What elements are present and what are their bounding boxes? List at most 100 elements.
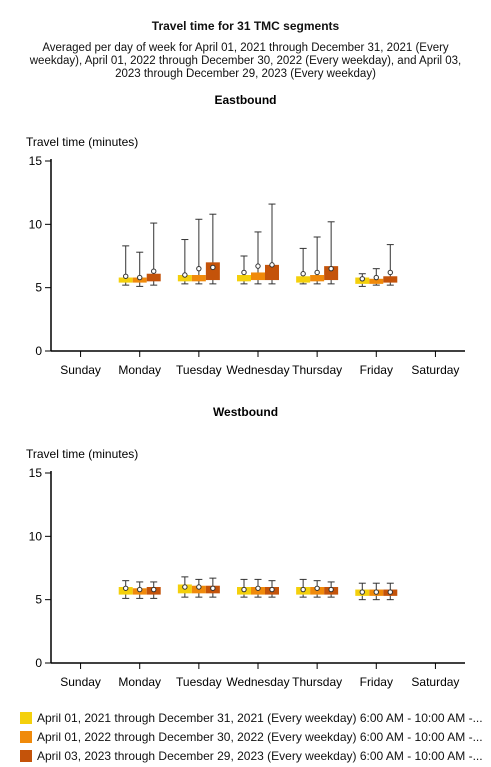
x-tick-label: Wednesday	[226, 363, 289, 377]
box-tuesday	[191, 218, 206, 285]
box-iqr	[296, 276, 311, 283]
x-tick-label: Tuesday	[176, 363, 222, 377]
legend-item[interactable]: April 03, 2023 through December 29, 2023…	[20, 748, 490, 764]
legend-item[interactable]: April 01, 2022 through December 30, 2022…	[20, 729, 490, 745]
x-tick-label: Saturday	[411, 675, 459, 689]
box-iqr	[118, 277, 133, 283]
mean-marker	[300, 271, 306, 277]
box-iqr	[251, 272, 265, 281]
mean-marker	[387, 589, 393, 595]
x-tick-label: Thursday	[292, 363, 342, 377]
y-axis-label: Travel time (minutes)	[26, 447, 138, 461]
panel-title: Eastbound	[215, 93, 277, 107]
legend-swatch	[20, 712, 32, 724]
box-tuesday	[177, 576, 192, 598]
chart-title: Travel time for 31 TMC segments	[151, 19, 340, 33]
box-iqr	[265, 264, 279, 281]
box-iqr	[369, 278, 384, 284]
mean-marker	[151, 268, 157, 274]
mean-marker	[269, 586, 275, 593]
box-iqr	[237, 275, 251, 282]
mean-marker	[255, 263, 261, 269]
mean-marker	[373, 589, 379, 595]
mean-marker	[123, 585, 129, 591]
mean-marker	[210, 264, 216, 271]
mean-marker	[151, 586, 157, 593]
mean-marker	[359, 276, 365, 282]
box-friday	[383, 244, 398, 286]
mean-marker	[328, 265, 334, 272]
box-wednesday	[265, 580, 279, 598]
box-tuesday	[205, 577, 220, 598]
mean-marker	[314, 585, 320, 591]
box-wednesday	[237, 578, 251, 598]
legend: April 01, 2021 through December 31, 2021…	[20, 710, 490, 767]
box-iqr	[191, 275, 206, 282]
mean-marker	[196, 265, 202, 272]
box-iqr	[177, 275, 192, 282]
legend-label: April 01, 2021 through December 31, 2021…	[37, 711, 483, 725]
y-axis-label: Travel time (minutes)	[26, 135, 138, 149]
box-tuesday	[191, 578, 206, 598]
y-tick-label: 5	[35, 593, 42, 607]
box-iqr	[205, 262, 220, 281]
box-monday	[132, 251, 147, 287]
mean-marker	[269, 262, 275, 268]
box-thursday	[310, 236, 325, 285]
panel-title: Westbound	[213, 405, 278, 419]
box-monday	[118, 245, 133, 286]
box-iqr	[310, 275, 325, 282]
box-friday	[355, 273, 370, 287]
mean-marker	[241, 586, 247, 593]
legend-swatch	[20, 731, 32, 743]
box-friday	[383, 582, 398, 601]
mean-marker	[137, 274, 143, 281]
chart-subtitle: Averaged per day of week for April 01, 2…	[29, 42, 462, 80]
mean-marker	[387, 269, 393, 276]
box-iqr	[324, 266, 339, 281]
box-wednesday	[251, 578, 265, 598]
mean-marker	[210, 585, 216, 591]
y-tick-label: 0	[35, 656, 42, 670]
x-tick-label: Saturday	[411, 363, 459, 377]
box-thursday	[324, 581, 339, 598]
legend-label: April 03, 2023 through December 29, 2023…	[37, 749, 483, 763]
box-wednesday	[265, 203, 279, 285]
box-iqr	[146, 273, 161, 282]
box-iqr	[383, 276, 398, 283]
box-wednesday	[237, 255, 251, 285]
mean-marker	[182, 584, 188, 590]
y-tick-label: 5	[35, 281, 42, 295]
x-tick-label: Thursday	[292, 675, 342, 689]
x-tick-label: Wednesday	[226, 675, 289, 689]
box-tuesday	[205, 213, 220, 285]
box-friday	[355, 582, 370, 601]
box-thursday	[324, 221, 339, 285]
mean-marker	[328, 586, 334, 593]
box-friday	[369, 582, 384, 601]
mean-marker	[182, 272, 188, 278]
box-friday	[369, 268, 384, 286]
box-monday	[146, 581, 161, 599]
box-tuesday	[177, 239, 192, 285]
x-tick-label: Friday	[360, 363, 393, 377]
x-tick-label: Tuesday	[176, 675, 222, 689]
legend-swatch	[20, 750, 32, 762]
x-tick-label: Monday	[118, 675, 161, 689]
y-tick-label: 10	[29, 217, 43, 231]
box-thursday	[296, 247, 311, 285]
box-wednesday	[251, 231, 265, 285]
mean-marker	[359, 589, 365, 595]
y-tick-label: 15	[29, 154, 43, 168]
legend-label: April 01, 2022 through December 30, 2022…	[37, 730, 483, 744]
x-tick-label: Sunday	[60, 675, 101, 689]
legend-item[interactable]: April 01, 2021 through December 31, 2021…	[20, 710, 490, 726]
westbound-chart: Westbound Travel time (minutes) 0 5 10 15 Sund…	[26, 405, 465, 689]
mean-marker	[300, 586, 306, 593]
box-monday	[118, 580, 133, 599]
mean-marker	[196, 584, 202, 590]
x-tick-label: Monday	[118, 363, 161, 377]
x-tick-label: Sunday	[60, 363, 101, 377]
y-tick-label: 0	[35, 344, 42, 358]
mean-marker	[241, 269, 247, 276]
